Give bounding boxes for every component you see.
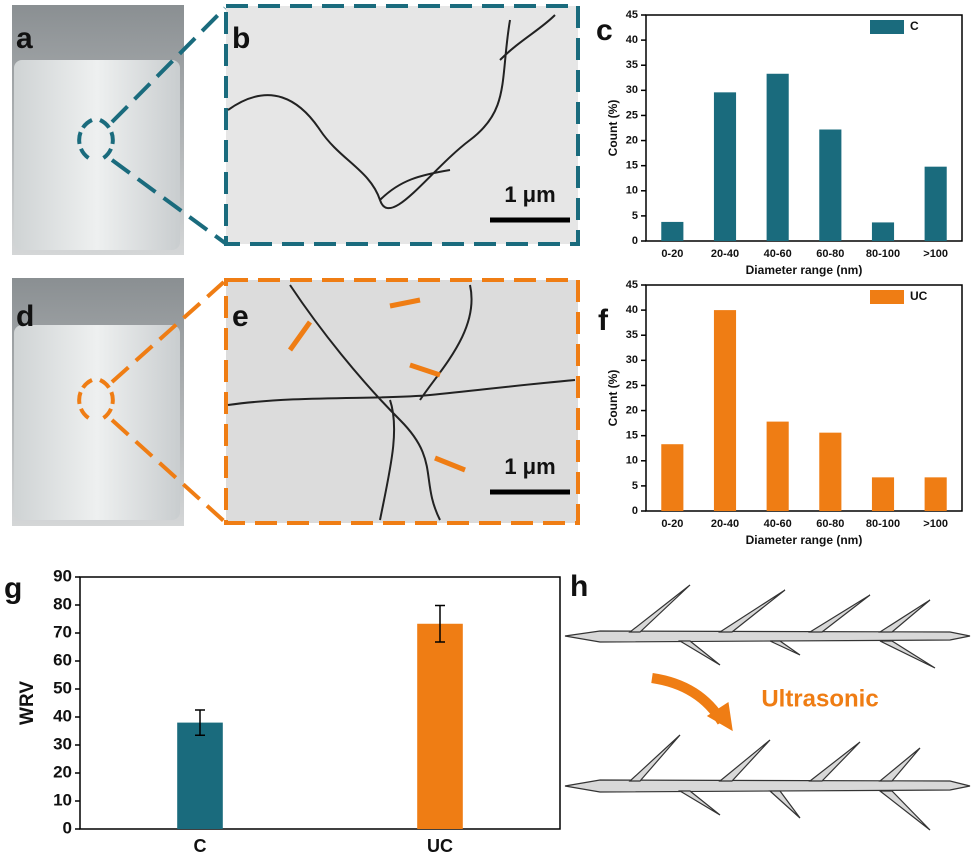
y-tick-label: 40 (53, 706, 72, 725)
legend-label: C (910, 19, 919, 33)
y-tick-label: 0 (632, 235, 638, 247)
y-tick-label: 20 (626, 404, 638, 416)
bar (819, 432, 842, 511)
x-tick-label: 40-60 (764, 518, 792, 530)
x-tick-label: 60-80 (816, 518, 844, 530)
y-tick-label: 50 (53, 678, 72, 697)
bar (661, 221, 684, 241)
panel-label: a (16, 22, 33, 55)
y-tick-label: 60 (53, 650, 72, 669)
bar (713, 92, 737, 241)
x-tick-label: 60-80 (816, 248, 844, 260)
scale-bar-label: 1 μm (504, 454, 555, 479)
y-tick-label: 0 (632, 505, 638, 517)
schematic-h (564, 584, 971, 831)
y-tick-label: 25 (626, 109, 638, 121)
x-tick-label: UC (427, 836, 453, 856)
tem-e (224, 278, 580, 525)
panel-label: c (596, 14, 613, 47)
y-tick-label: 10 (626, 455, 638, 467)
y-tick-label: 90 (53, 566, 72, 585)
panel-label: h (570, 570, 588, 603)
x-tick-label: C (194, 836, 207, 856)
legend-label: UC (910, 289, 928, 303)
legend-swatch (870, 290, 904, 304)
bar (819, 129, 842, 241)
error-bar (435, 604, 445, 643)
photo-d (12, 278, 227, 526)
plot-frame (645, 14, 963, 242)
y-tick-label: 30 (53, 734, 72, 753)
x-tick-label: 0-20 (661, 248, 683, 260)
y-axis-label: Count (%) (606, 100, 620, 157)
legend-swatch (870, 20, 904, 34)
x-tick-label: 40-60 (764, 248, 792, 260)
y-tick-label: 0 (63, 818, 72, 837)
panel-label: g (4, 572, 22, 605)
x-tick-label: 80-100 (866, 248, 900, 260)
bar (766, 73, 789, 241)
y-tick-label: 35 (626, 329, 638, 341)
panel-label: d (16, 300, 34, 333)
y-tick-label: 20 (53, 762, 72, 781)
plot-frame (79, 576, 561, 830)
x-axis-label: Diameter range (nm) (746, 533, 863, 547)
y-tick-label: 20 (626, 134, 638, 146)
annotation: Ultrasonic (761, 685, 878, 712)
bar (177, 722, 223, 829)
y-axis-label: Count (%) (606, 370, 620, 427)
bar (924, 477, 947, 511)
x-tick-label: 80-100 (866, 518, 900, 530)
bar (661, 444, 684, 511)
bar (924, 166, 947, 241)
y-tick-label: 5 (632, 210, 638, 222)
y-tick-label: 25 (626, 379, 638, 391)
y-tick-label: 45 (626, 9, 638, 21)
scale-bar-label: 1 μm (504, 182, 555, 207)
bar (871, 477, 895, 511)
y-tick-label: 15 (626, 160, 638, 172)
y-tick-label: 30 (626, 354, 638, 366)
y-tick-label: 10 (53, 790, 72, 809)
y-tick-label: 35 (626, 59, 638, 71)
y-tick-label: 45 (626, 279, 638, 291)
x-tick-label: 0-20 (661, 518, 683, 530)
bar (766, 421, 789, 511)
panel-label: f (598, 304, 609, 337)
plot-frame (645, 284, 963, 512)
x-tick-label: 20-40 (711, 518, 739, 530)
error-bar (195, 709, 205, 736)
x-tick-label: 20-40 (711, 248, 739, 260)
y-tick-label: 15 (626, 430, 638, 442)
y-tick-label: 40 (626, 304, 638, 316)
y-tick-label: 10 (626, 185, 638, 197)
y-tick-label: 80 (53, 594, 72, 613)
y-axis-label: WRV (17, 681, 38, 725)
y-tick-label: 30 (626, 84, 638, 96)
x-axis-label: Diameter range (nm) (746, 263, 863, 277)
panel-label: b (232, 22, 250, 55)
bar (713, 310, 737, 511)
tem-b (224, 4, 580, 246)
x-tick-label: >100 (923, 518, 948, 530)
y-tick-label: 40 (626, 34, 638, 46)
bar (417, 623, 463, 829)
bar (871, 222, 895, 241)
y-tick-label: 70 (53, 622, 72, 641)
y-tick-label: 5 (632, 480, 638, 492)
panel-label: e (232, 300, 249, 333)
photo-a (12, 5, 227, 255)
x-tick-label: >100 (923, 248, 948, 260)
